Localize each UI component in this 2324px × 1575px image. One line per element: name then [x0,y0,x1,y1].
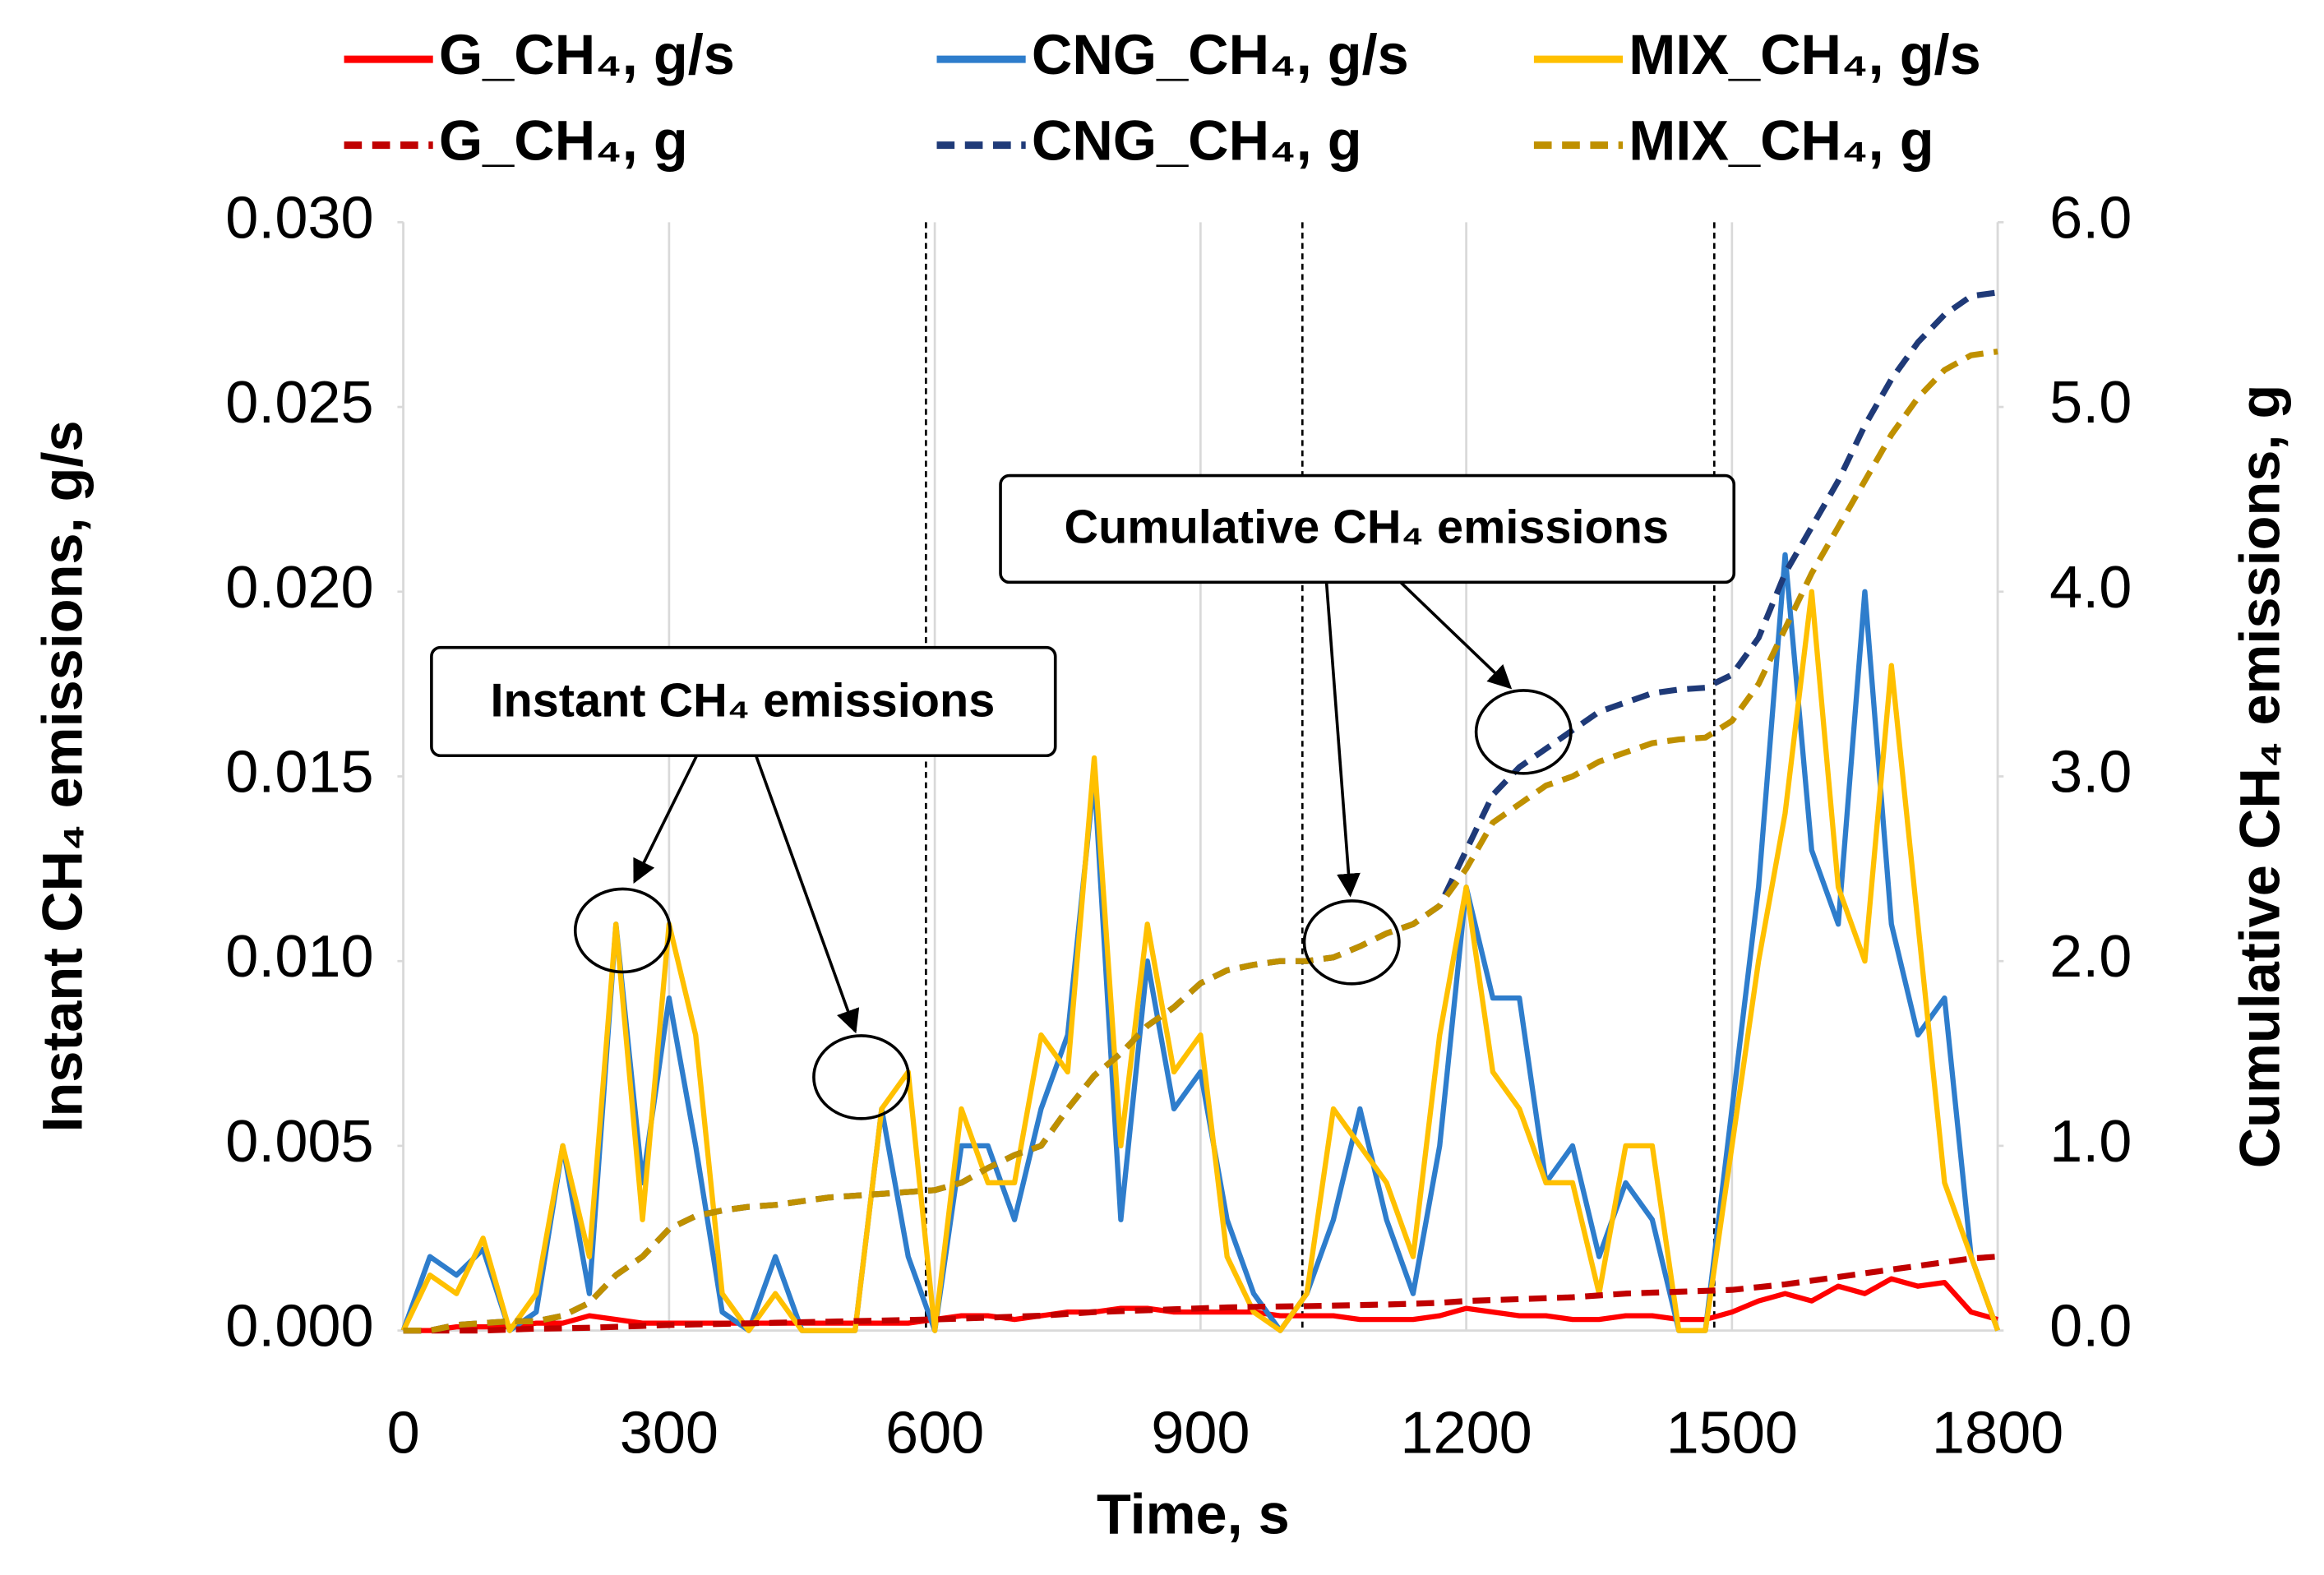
highlight-circle [812,1034,911,1120]
annotation-box [430,645,1057,758]
x-tick-label: 1800 [1932,1400,2063,1466]
y-tick-label: 0.000 [225,1294,373,1360]
annotation: Instant CH₄ emissions [491,674,996,727]
legend-label: MIX_CH₄, g/s [1629,23,1980,86]
y2-tick-label: 5.0 [2049,370,2132,436]
legend-label: CNG_CH₄, g [1032,109,1362,173]
annotations: Instant CH₄ emissions Cumulative CH₄ emi… [430,473,1736,1120]
y-tick-label: 0.015 [225,740,373,806]
highlight-circle [1302,899,1401,986]
series-line [403,349,1998,1334]
y2-tick-label: 3.0 [2049,740,2132,806]
x-tick-label: 1500 [1666,1400,1798,1466]
y-tick-label: 0.020 [225,555,373,621]
x-tick-label: 0 [387,1400,420,1466]
y-tick-label: 0.025 [225,370,373,436]
highlight-circle [1474,689,1573,775]
x-tick-label: 1200 [1400,1400,1532,1466]
y2-tick-label: 2.0 [2049,924,2132,990]
annotation-box [999,473,1736,584]
series-line [400,552,2001,1333]
plot-area: 0 300 600 900 1200 1500 1800 0.000 0.005 0.010 0.0… [225,185,2132,1466]
legend-label: G_CH₄, g [439,109,688,173]
y-tick-label: 0.030 [225,185,373,251]
annotation: Cumulative CH₄ emissions [1064,501,1669,554]
x-tick-label: 300 [620,1400,718,1466]
arrow [633,755,699,884]
y2-tick-label: 4.0 [2049,555,2132,621]
arrow [754,755,860,1034]
arrow [1324,582,1361,898]
series-line [403,1254,1998,1334]
legend-label: G_CH₄, g/s [439,23,735,86]
x-axis-title: Time, s [1097,1483,1290,1546]
y2-tick-label: 6.0 [2049,185,2132,251]
arrow [1399,581,1513,690]
y-tick-label: 0.005 [225,1109,373,1175]
legend-label: MIX_CH₄, g [1629,109,1934,173]
y2-axis-title: Cumulative CH₄ emissions, g [2229,385,2292,1169]
x-tick-label: 600 [885,1400,984,1466]
x-tick-label: 900 [1151,1400,1250,1466]
y2-tick-label: 1.0 [2049,1109,2132,1175]
highlight-circle [573,887,672,974]
legend-label: CNG_CH₄, g/s [1032,23,1409,86]
y-axis-title: Instant CH₄ emissions, g/s [31,420,95,1132]
y-tick-label: 0.010 [225,924,373,990]
y2-tick-label: 0.0 [2049,1294,2132,1360]
